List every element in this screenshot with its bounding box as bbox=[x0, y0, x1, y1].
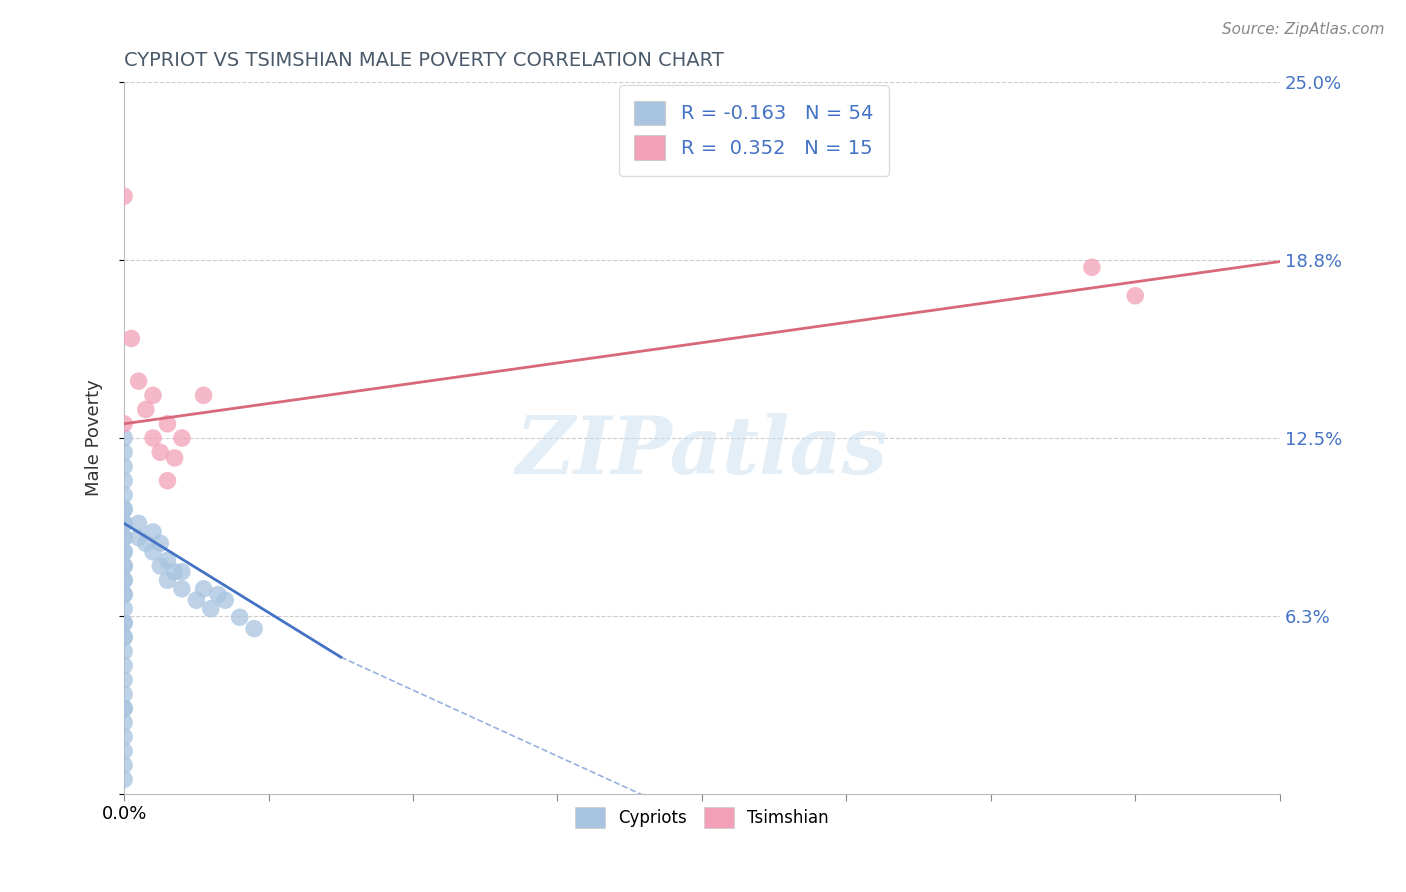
Legend: R = -0.163   N = 54, R =  0.352   N = 15: R = -0.163 N = 54, R = 0.352 N = 15 bbox=[619, 85, 889, 176]
Point bbox=[112, 758, 135, 772]
Point bbox=[207, 587, 229, 601]
Point bbox=[149, 559, 172, 574]
Point bbox=[112, 587, 135, 601]
Point bbox=[112, 644, 135, 658]
Point bbox=[112, 545, 135, 559]
Point bbox=[156, 417, 179, 431]
Point bbox=[112, 459, 135, 474]
Point bbox=[193, 582, 215, 596]
Point bbox=[112, 615, 135, 630]
Point bbox=[112, 531, 135, 545]
Point bbox=[142, 545, 165, 559]
Point bbox=[186, 593, 208, 607]
Point bbox=[112, 658, 135, 673]
Point bbox=[135, 536, 157, 550]
Point bbox=[142, 388, 165, 402]
Point bbox=[112, 601, 135, 615]
Point bbox=[142, 431, 165, 445]
Point bbox=[112, 574, 135, 588]
Point bbox=[112, 559, 135, 574]
Point bbox=[112, 772, 135, 787]
Point bbox=[112, 715, 135, 730]
Text: Source: ZipAtlas.com: Source: ZipAtlas.com bbox=[1222, 22, 1385, 37]
Point bbox=[112, 431, 135, 445]
Point bbox=[128, 531, 150, 545]
Point bbox=[163, 450, 186, 465]
Point bbox=[170, 582, 193, 596]
Point bbox=[112, 531, 135, 545]
Point bbox=[170, 431, 193, 445]
Point bbox=[112, 574, 135, 588]
Point bbox=[193, 388, 215, 402]
Point bbox=[228, 610, 250, 624]
Point bbox=[112, 687, 135, 701]
Point bbox=[120, 331, 142, 345]
Point bbox=[112, 701, 135, 715]
Point bbox=[156, 553, 179, 567]
Point bbox=[112, 516, 135, 531]
Point bbox=[112, 474, 135, 488]
Point bbox=[112, 189, 135, 203]
Point bbox=[142, 524, 165, 539]
Point bbox=[214, 593, 236, 607]
Point bbox=[1081, 260, 1104, 275]
Point bbox=[112, 516, 135, 531]
Point bbox=[112, 630, 135, 644]
Point bbox=[200, 601, 222, 615]
Point bbox=[112, 417, 135, 431]
Point bbox=[163, 565, 186, 579]
Point bbox=[170, 565, 193, 579]
Point bbox=[112, 630, 135, 644]
Point bbox=[112, 615, 135, 630]
Point bbox=[112, 701, 135, 715]
Text: ZIPatlas: ZIPatlas bbox=[516, 414, 889, 491]
Point bbox=[149, 536, 172, 550]
Point bbox=[112, 445, 135, 459]
Y-axis label: Male Poverty: Male Poverty bbox=[86, 380, 103, 496]
Point bbox=[156, 474, 179, 488]
Point bbox=[112, 559, 135, 574]
Point bbox=[135, 402, 157, 417]
Point bbox=[112, 744, 135, 758]
Point bbox=[112, 502, 135, 516]
Point bbox=[112, 673, 135, 687]
Point bbox=[128, 516, 150, 531]
Point bbox=[243, 622, 266, 636]
Text: CYPRIOT VS TSIMSHIAN MALE POVERTY CORRELATION CHART: CYPRIOT VS TSIMSHIAN MALE POVERTY CORREL… bbox=[124, 51, 724, 70]
Point bbox=[156, 574, 179, 588]
Point bbox=[112, 545, 135, 559]
Point bbox=[112, 488, 135, 502]
Point bbox=[128, 374, 150, 388]
Point bbox=[149, 445, 172, 459]
Point bbox=[1123, 289, 1146, 303]
Point bbox=[112, 730, 135, 744]
Point bbox=[112, 502, 135, 516]
Point bbox=[112, 587, 135, 601]
